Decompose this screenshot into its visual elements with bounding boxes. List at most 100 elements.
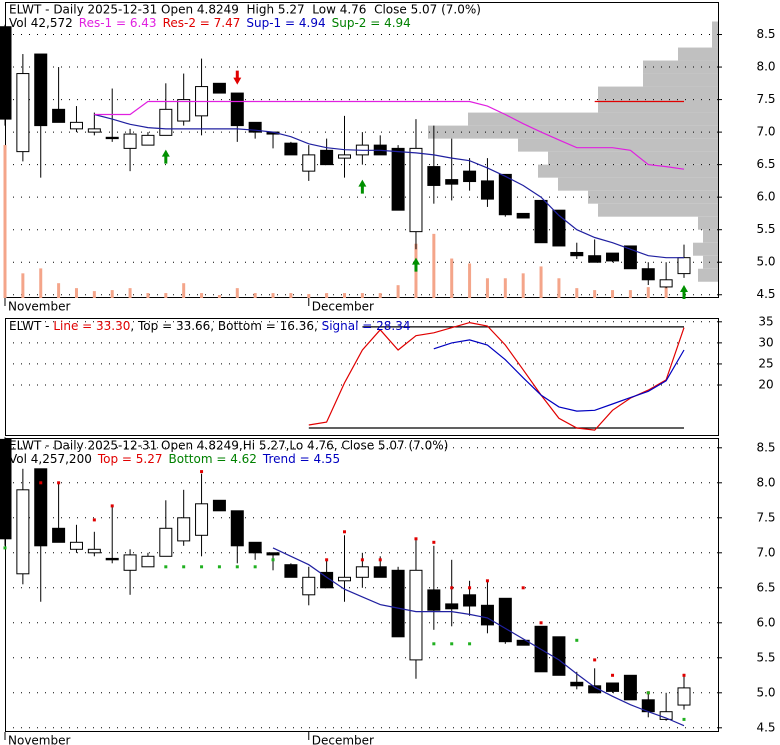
- volume-profile-bar: [643, 73, 718, 87]
- candle-body: [409, 147, 423, 233]
- volume-bar: [164, 293, 168, 298]
- candle-body: [69, 541, 83, 550]
- candle-body: [391, 569, 405, 638]
- legend-entry: Res-2 = 7.47: [163, 16, 241, 30]
- volume-profile-bar: [538, 164, 718, 178]
- volume-bar: [503, 278, 507, 298]
- candle-body: [677, 687, 691, 706]
- candle-body: [606, 682, 620, 692]
- volume-profile-bar: [643, 60, 718, 74]
- y-tick-label: 5.5: [756, 222, 775, 236]
- candle-body: [534, 199, 548, 244]
- legend-entry: Vol 42,572: [9, 16, 73, 30]
- legend: ELWT - Line = 33.30, Top = 33.66, Bottom…: [9, 319, 411, 333]
- candle-body: [320, 571, 334, 589]
- candle-body: [16, 73, 30, 153]
- signal-dot: [39, 481, 43, 485]
- signal-dot: [432, 540, 436, 544]
- signal-dot: [253, 565, 257, 569]
- candle-body: [338, 576, 351, 582]
- indicator-line: [94, 113, 684, 259]
- volume-bar: [575, 288, 579, 298]
- volume-profile-bar: [698, 268, 718, 282]
- y-tick-label: 5.0: [756, 685, 775, 699]
- candle-body: [105, 136, 119, 140]
- candle-body: [52, 108, 66, 123]
- panel-title: ELWT - Daily 2025-12-31 Open 4.8249,Hi 5…: [9, 439, 448, 453]
- signal-dot: [378, 558, 382, 562]
- volume-bar: [343, 293, 346, 298]
- signal-dot: [182, 565, 186, 569]
- volume-bar: [128, 288, 132, 298]
- candle-body: [284, 142, 298, 156]
- candle-body: [212, 499, 226, 512]
- candle-body: [159, 108, 173, 136]
- candle-body: [159, 527, 173, 557]
- volume-profile-bar: [468, 112, 718, 126]
- legend-entry: Sup-1 = 4.94: [246, 16, 325, 30]
- legend-entry: Line = 33.30: [53, 319, 130, 333]
- y-tick-label: 4.5: [756, 287, 775, 301]
- legend-entry: Sup-2 = 4.94: [332, 16, 411, 30]
- volume-profile-bar: [558, 177, 718, 191]
- indicator-line: [308, 321, 685, 431]
- candle-body: [391, 147, 405, 211]
- y-tick-label: 30: [758, 335, 773, 349]
- volume-bar: [593, 290, 597, 298]
- volume-bar: [39, 268, 43, 298]
- volume-bar: [57, 283, 61, 298]
- candle-body: [230, 510, 244, 547]
- signal-dot: [682, 673, 686, 677]
- volume-profile-bar: [712, 34, 718, 48]
- legend: Vol 4,257,200 Top = 5.27 Bottom = 4.62 Tren…: [9, 452, 340, 466]
- signal-dot: [521, 586, 525, 590]
- candle-body: [69, 121, 83, 130]
- volume-profile-bar: [518, 138, 718, 152]
- y-tick-label: 5.5: [756, 650, 775, 664]
- y-tick-label: 35: [758, 314, 773, 328]
- candle-body: [570, 251, 584, 257]
- y-tick-label: 7.0: [756, 125, 775, 139]
- volume-bar: [378, 293, 382, 298]
- candle-body: [570, 681, 584, 687]
- buy-arrow: [680, 284, 688, 299]
- candle-body: [34, 53, 48, 127]
- y-tick-label: 8.0: [756, 60, 775, 74]
- volume-bar: [450, 258, 454, 298]
- signal-dot: [593, 658, 597, 662]
- candle-body: [606, 252, 620, 262]
- legend: Vol 42,572 Res-1 = 6.43 Res-2 = 7.47 Sup-1 …: [9, 16, 411, 30]
- candle-body: [588, 685, 602, 694]
- y-tick-label: 7.5: [756, 510, 775, 524]
- x-tick-label: December: [312, 734, 374, 745]
- candle-body: [284, 564, 298, 578]
- candle-body: [623, 245, 637, 270]
- y-tick-label: 8.0: [756, 475, 775, 489]
- buy-arrow: [411, 257, 420, 272]
- volume-profile-bar: [678, 47, 718, 61]
- candle-body: [302, 154, 316, 172]
- candle-body: [641, 268, 655, 281]
- candle-body: [588, 255, 602, 263]
- candle-body: [463, 594, 477, 607]
- legend-entry: Bottom = 4.62: [169, 452, 257, 466]
- indicator-line: [272, 547, 685, 727]
- signal-dot: [432, 642, 436, 646]
- candle-body: [248, 121, 262, 133]
- y-tick-label: 8.5: [756, 27, 775, 41]
- signal-dot: [682, 717, 686, 721]
- candle-body: [266, 552, 280, 556]
- indicator-line: [433, 339, 685, 412]
- signal-dot: [92, 518, 96, 522]
- candle-body: [623, 674, 637, 701]
- candle-body: [195, 503, 209, 536]
- signal-dot: [235, 565, 239, 569]
- signal-dot: [360, 558, 364, 562]
- candle-body: [105, 557, 119, 561]
- signal-dot: [200, 565, 204, 569]
- y-tick-label: 7.5: [756, 92, 775, 106]
- signal-dot: [468, 642, 472, 646]
- legend-entry: Trend = 4.55: [262, 452, 340, 466]
